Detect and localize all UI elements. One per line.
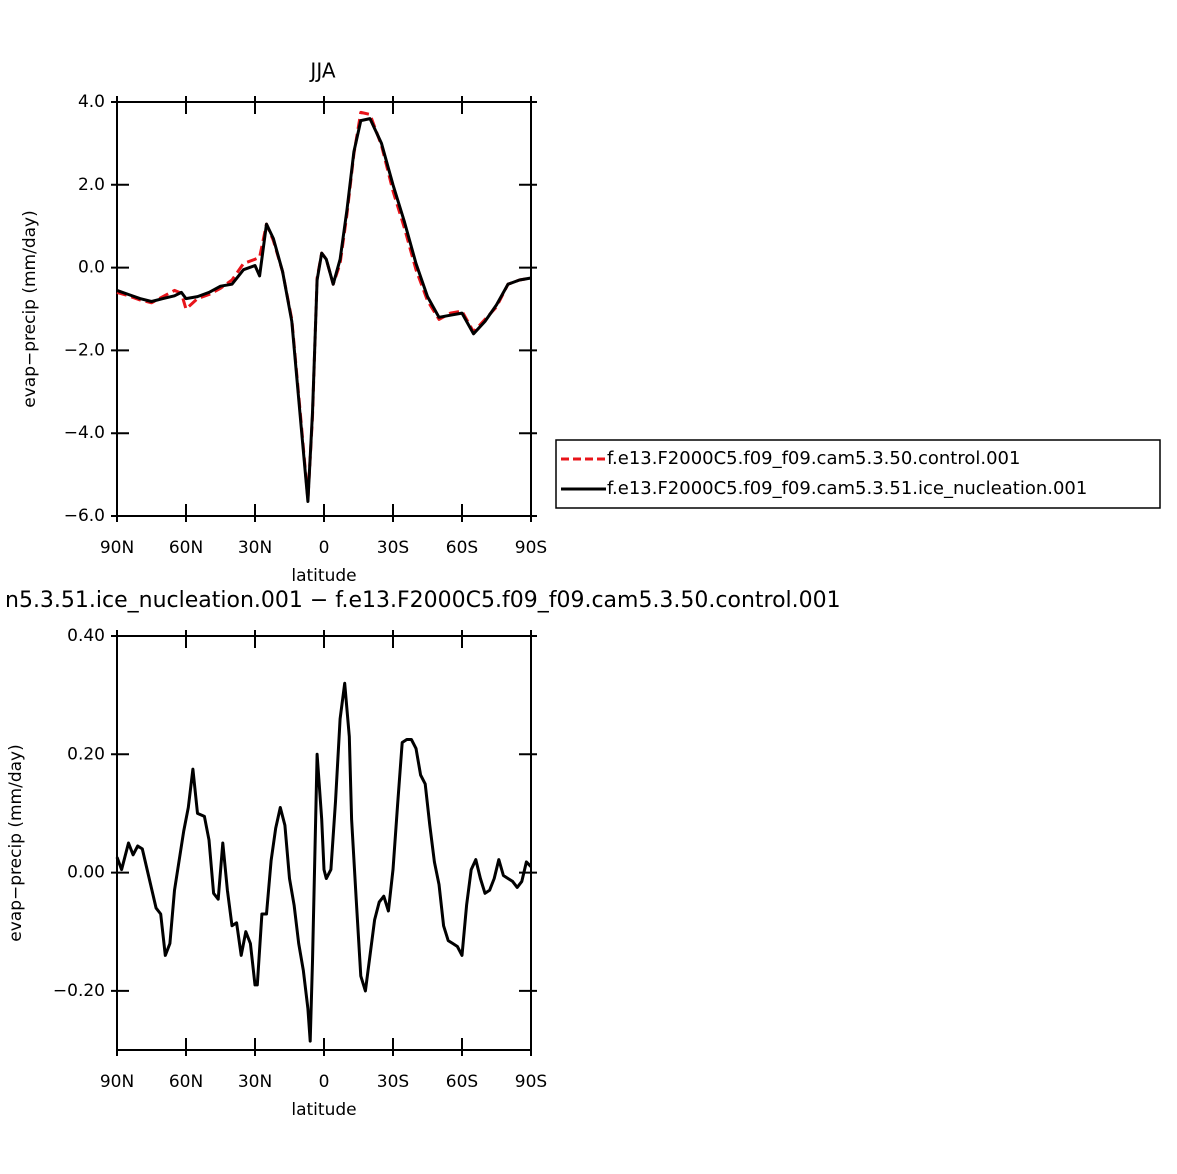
x-tick-label: 30S: [377, 1072, 409, 1092]
x-tick-label: 60S: [446, 538, 478, 558]
legend-label: f.e13.F2000C5.f09_f09.cam5.3.51.ice_nucl…: [607, 478, 1087, 499]
data-line: [116, 117, 532, 503]
legend-label: f.e13.F2000C5.f09_f09.cam5.3.50.control.…: [607, 448, 1020, 469]
x-tick-label: 90N: [100, 538, 134, 558]
plot-frame: [116, 101, 532, 517]
y-tick-label: −6.0: [64, 506, 105, 526]
data-line: [116, 110, 532, 501]
chart-title: n5.3.51.ice_nucleation.001 − f.e13.F2000…: [5, 588, 841, 613]
x-tick-label: 30N: [238, 1072, 272, 1092]
x-tick-label: 30S: [377, 538, 409, 558]
x-tick-label: 0: [319, 538, 330, 558]
x-tick-label: 60N: [169, 538, 203, 558]
legend-box: [555, 439, 1161, 509]
x-tick-label: 60N: [169, 1072, 203, 1092]
y-tick-label: 0.0: [78, 258, 105, 278]
y-tick-label: 0.40: [67, 626, 105, 646]
x-tick-label: 90N: [100, 1072, 134, 1092]
y-axis-label: evap−precip (mm/day): [20, 210, 40, 407]
x-axis-label: latitude: [291, 1100, 356, 1120]
data-line: [115, 681, 533, 1043]
y-tick-label: 4.0: [78, 92, 105, 112]
y-tick-label: 0.20: [67, 744, 105, 764]
y-tick-label: 0.00: [67, 863, 105, 883]
y-axis-label: evap−precip (mm/day): [6, 744, 26, 941]
y-tick-label: −2.0: [64, 340, 105, 360]
x-axis-label: latitude: [291, 566, 356, 586]
x-tick-label: 30N: [238, 538, 272, 558]
chart-title: JJA: [308, 59, 335, 83]
y-tick-label: 2.0: [78, 175, 105, 195]
x-tick-label: 60S: [446, 1072, 478, 1092]
y-tick-label: −0.20: [53, 981, 105, 1001]
y-tick-label: −4.0: [64, 423, 105, 443]
x-tick-label: 90S: [515, 1072, 547, 1092]
x-tick-label: 0: [319, 1072, 330, 1092]
x-tick-label: 90S: [515, 538, 547, 558]
